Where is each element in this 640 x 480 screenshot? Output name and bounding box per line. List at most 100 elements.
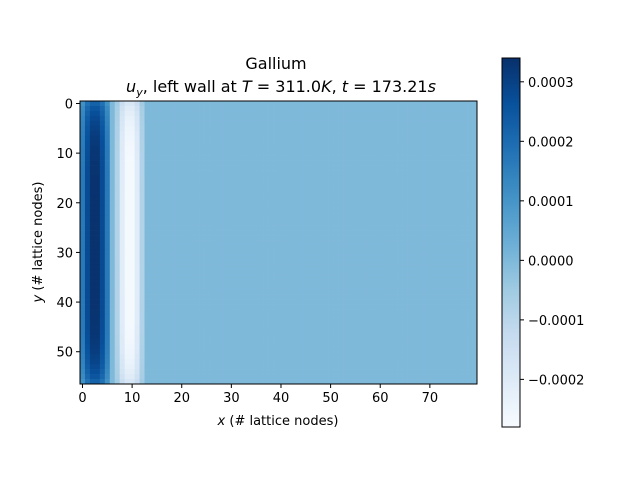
heatmap-cell — [293, 105, 299, 112]
heatmap-cell — [179, 254, 185, 261]
heatmap-cell — [139, 155, 145, 161]
heatmap-cell — [357, 130, 364, 137]
heatmap-cell — [283, 314, 289, 320]
heatmap-cell — [204, 120, 210, 127]
heatmap-cell — [189, 140, 195, 147]
heatmap-cell — [119, 289, 126, 295]
heatmap-cell — [199, 195, 205, 201]
heatmap-cell — [427, 244, 433, 251]
heatmap-cell — [253, 369, 259, 375]
heatmap-cell — [402, 130, 408, 137]
heatmap-cell — [457, 195, 463, 201]
heatmap-cell — [293, 120, 299, 127]
heatmap-cell — [233, 319, 240, 325]
heatmap-cell — [189, 150, 195, 156]
heatmap-cell — [318, 230, 324, 236]
heatmap-cell — [283, 289, 289, 295]
heatmap-cell — [343, 244, 349, 251]
heatmap-cell — [154, 309, 160, 315]
heatmap-cell — [268, 180, 274, 186]
heatmap-cell — [99, 200, 106, 206]
heatmap-cell — [228, 319, 235, 325]
heatmap-cell — [238, 175, 245, 181]
heatmap-cell — [308, 225, 314, 231]
heatmap-cell — [104, 314, 111, 320]
heatmap-cell — [467, 150, 473, 156]
heatmap-cell — [149, 175, 155, 181]
heatmap-cell — [303, 254, 309, 261]
heatmap-cell — [422, 165, 428, 171]
heatmap-cell — [89, 105, 96, 112]
heatmap-cell — [427, 284, 433, 291]
heatmap-cell — [357, 140, 364, 147]
heatmap-cell — [154, 304, 160, 310]
heatmap-cell — [382, 359, 389, 365]
heatmap-cell — [367, 244, 374, 251]
heatmap-cell — [328, 279, 334, 286]
heatmap-cell — [253, 120, 259, 127]
heatmap-cell — [119, 349, 126, 355]
heatmap-cell — [447, 374, 453, 380]
heatmap-cell — [94, 249, 101, 256]
heatmap-cell — [472, 274, 478, 281]
heatmap-cell — [204, 230, 210, 236]
heatmap-cell — [303, 210, 309, 216]
heatmap-cell — [382, 220, 389, 226]
heatmap-cell — [323, 110, 329, 117]
heatmap-cell — [462, 200, 468, 206]
heatmap-cell — [149, 140, 155, 147]
heatmap-cell — [258, 205, 264, 211]
heatmap-cell — [144, 269, 150, 276]
heatmap-cell — [462, 190, 468, 196]
heatmap-cell — [273, 165, 279, 171]
heatmap-cell — [144, 279, 150, 286]
heatmap-cell — [179, 334, 185, 340]
heatmap-cell — [442, 329, 448, 335]
heatmap-cell — [169, 329, 175, 335]
heatmap-cell — [248, 185, 255, 191]
heatmap-cell — [263, 230, 269, 236]
heatmap-cell — [194, 115, 200, 122]
heatmap-cell — [159, 364, 165, 370]
heatmap-cell — [80, 150, 86, 156]
heatmap-cell — [338, 110, 344, 117]
heatmap-cell — [238, 220, 245, 226]
heatmap-cell — [104, 289, 111, 295]
heatmap-cell — [129, 364, 135, 370]
heatmap-cell — [407, 259, 413, 266]
heatmap-cell — [94, 190, 101, 196]
heatmap-cell — [318, 329, 324, 335]
heatmap-cell — [209, 309, 215, 315]
heatmap-cell — [357, 314, 364, 320]
heatmap-cell — [328, 314, 334, 320]
heatmap-cell — [347, 274, 354, 281]
heatmap-cell — [318, 304, 324, 310]
heatmap-cell — [248, 170, 255, 176]
heatmap-cell — [268, 324, 274, 330]
heatmap-cell — [263, 354, 269, 360]
heatmap-cell — [293, 304, 299, 310]
heatmap-cell — [228, 230, 235, 236]
heatmap-cell — [129, 140, 135, 147]
heatmap-cell — [442, 110, 448, 117]
heatmap-cell — [283, 155, 289, 161]
heatmap-cell — [402, 225, 408, 231]
heatmap-cell — [243, 329, 250, 335]
heatmap-cell — [447, 130, 453, 137]
heatmap-cell — [328, 369, 334, 375]
heatmap-cell — [397, 205, 403, 211]
heatmap-cell — [472, 319, 478, 325]
heatmap-cell — [233, 349, 240, 355]
heatmap-cell — [243, 150, 250, 156]
heatmap-cell — [328, 120, 334, 127]
heatmap-cell — [293, 344, 299, 350]
heatmap-cell — [447, 155, 453, 161]
heatmap-cell — [134, 210, 140, 216]
heatmap-cell — [412, 155, 418, 161]
heatmap-cell — [194, 185, 200, 191]
heatmap-cell — [104, 354, 111, 360]
heatmap-cell — [382, 354, 389, 360]
heatmap-cell — [194, 359, 200, 365]
heatmap-cell — [298, 185, 304, 191]
